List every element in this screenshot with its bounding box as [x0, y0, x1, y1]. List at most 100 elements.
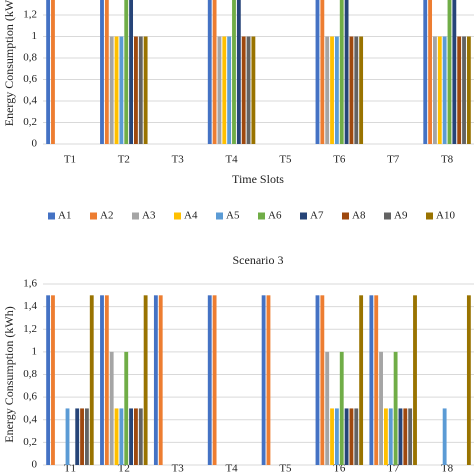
bar — [423, 0, 428, 144]
legend-label: A6 — [268, 210, 282, 222]
bar — [437, 36, 442, 144]
legend-label: A8 — [352, 210, 366, 222]
bar — [452, 0, 457, 144]
bar — [266, 295, 271, 465]
x-tick-label: T5 — [279, 463, 292, 474]
bar — [251, 36, 256, 144]
x-tick-label: T2 — [118, 463, 130, 474]
legend-label: A10 — [436, 210, 455, 222]
bar — [217, 36, 222, 144]
bar — [227, 36, 232, 144]
bar — [403, 408, 408, 465]
x-tick-label: T1 — [64, 463, 76, 474]
bar — [354, 408, 359, 465]
y-tick-label: 1,4 — [23, 300, 37, 312]
y-tick-label: 0,2 — [23, 116, 37, 128]
bar — [51, 295, 55, 465]
x-tick-label: T2 — [118, 154, 130, 166]
y-tick-label: 0 — [32, 459, 38, 471]
x-tick-label: T8 — [441, 463, 454, 474]
bar — [119, 36, 124, 144]
bar — [129, 408, 134, 465]
bar — [236, 0, 241, 144]
bar — [46, 0, 51, 144]
x-tick-label: T8 — [441, 154, 454, 166]
bar — [354, 36, 359, 144]
legend-swatch — [300, 212, 307, 220]
bar — [212, 0, 217, 144]
legend-swatch — [48, 212, 55, 220]
bar — [51, 0, 55, 144]
bar — [349, 36, 354, 144]
bar — [315, 0, 320, 144]
legend-swatch — [342, 212, 349, 220]
legend-label: A5 — [226, 210, 240, 222]
y-tick-label: 0,8 — [23, 52, 37, 64]
legend-label: A1 — [58, 210, 71, 222]
bar — [334, 408, 339, 465]
bar — [143, 36, 148, 144]
bar — [100, 0, 104, 144]
bar — [75, 408, 80, 465]
legend-label: A2 — [100, 210, 113, 222]
y-tick-label: 1,2 — [23, 323, 37, 335]
legend-swatch — [216, 212, 223, 220]
y-axis-title: Energy Consumption (kWh) — [2, 0, 16, 126]
y-tick-label: 0,4 — [23, 413, 37, 425]
bar — [359, 295, 364, 465]
x-tick-label: T4 — [225, 463, 238, 474]
y-tick-label: 0,2 — [23, 436, 37, 448]
y-tick-label: 0,8 — [23, 368, 37, 380]
legend-swatch — [174, 212, 181, 220]
bar — [84, 408, 89, 465]
bar — [325, 36, 330, 144]
bar — [158, 295, 163, 465]
x-tick-label: T3 — [172, 154, 185, 166]
x-axis-title: Time Slots — [232, 172, 284, 186]
bar — [398, 408, 403, 465]
bar — [109, 36, 114, 144]
bar — [369, 295, 374, 465]
bar — [138, 408, 143, 465]
bar — [241, 36, 246, 144]
bar — [433, 36, 437, 144]
bar — [393, 351, 398, 465]
bar — [104, 0, 109, 144]
bar — [134, 36, 138, 144]
bar — [344, 408, 349, 465]
bar — [143, 295, 148, 465]
bar — [124, 351, 129, 465]
legend-label: A9 — [394, 210, 408, 222]
bar — [109, 351, 114, 465]
bar — [320, 0, 325, 144]
bar — [124, 0, 129, 144]
x-tick-label: T6 — [333, 463, 346, 474]
bar — [153, 295, 158, 465]
legend-label: A7 — [310, 210, 324, 222]
x-tick-label: T6 — [333, 154, 346, 166]
bar — [457, 36, 462, 144]
bar — [207, 0, 212, 144]
bar — [325, 351, 330, 465]
bar — [222, 36, 227, 144]
bar — [339, 0, 344, 144]
x-tick-label: T5 — [279, 154, 292, 166]
bar — [232, 0, 236, 144]
y-tick-label: 0,6 — [23, 73, 37, 85]
bar — [349, 408, 354, 465]
bar — [138, 36, 143, 144]
bar — [320, 295, 325, 465]
bar — [104, 295, 109, 465]
bar — [134, 408, 138, 465]
bar — [413, 295, 417, 465]
bar — [374, 295, 379, 465]
y-tick-label: 1,2 — [23, 9, 37, 21]
legend-swatch — [384, 212, 391, 220]
bar — [442, 408, 447, 465]
bar — [114, 408, 119, 465]
bar — [339, 351, 344, 465]
legend-swatch — [132, 212, 139, 220]
x-tick-label: T7 — [387, 154, 400, 166]
legend-label: A4 — [184, 210, 198, 222]
